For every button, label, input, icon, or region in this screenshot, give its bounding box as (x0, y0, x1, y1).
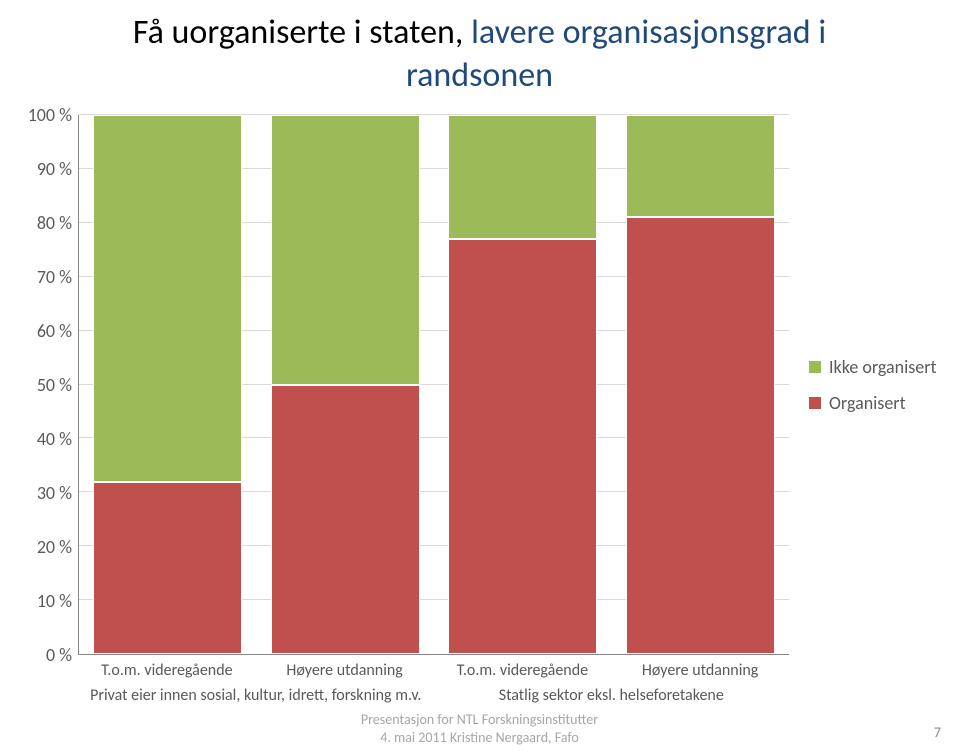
bar-segment-ikke_organisert (448, 115, 597, 239)
legend-swatch (809, 397, 821, 409)
x-axis-labels: T.o.m. videregåendeHøyere utdanningT.o.m… (78, 655, 789, 680)
legend-swatch (809, 361, 821, 373)
y-tick-label: 90 % (37, 158, 72, 180)
y-axis-labels: 0 %10 %20 %30 %40 %50 %60 %70 %80 %90 %1… (20, 115, 78, 655)
bar-segment-organisert (626, 217, 775, 654)
plot-area (78, 115, 789, 655)
x-tick-label: T.o.m. videregående (434, 655, 612, 680)
bar-column (257, 115, 435, 654)
x-group-label: Statlig sektor eksl. helseforetakene (434, 686, 790, 706)
legend-label: Ikke organisert (829, 356, 937, 378)
bar-segment-organisert (271, 385, 420, 655)
y-tick-label: 100 % (28, 104, 72, 126)
slide-title: Få uorganiserte i staten, lavere organis… (20, 12, 939, 97)
y-tick-label: 10 % (37, 590, 72, 612)
stacked-bar (93, 115, 242, 654)
footer: Presentasjon for NTL Forskningsinstitutt… (0, 711, 959, 747)
bar-segment-ikke_organisert (271, 115, 420, 385)
stacked-bar (271, 115, 420, 654)
bar-segment-ikke_organisert (93, 115, 242, 482)
y-tick-label: 20 % (37, 536, 72, 558)
bar-segment-organisert (93, 482, 242, 654)
bar-column (612, 115, 790, 654)
stacked-bar (448, 115, 597, 654)
y-tick-label: 30 % (37, 482, 72, 504)
legend-label: Organisert (829, 392, 906, 414)
legend-item-organisert: Organisert (809, 392, 939, 414)
x-tick-label: Høyere utdanning (611, 655, 789, 680)
y-tick-label: 70 % (37, 266, 72, 288)
bar-segment-ikke_organisert (626, 115, 775, 217)
legend-item-ikke_organisert: Ikke organisert (809, 356, 939, 378)
y-tick-label: 40 % (37, 428, 72, 450)
title-part3: randsonen (20, 55, 939, 98)
y-tick-label: 50 % (37, 374, 72, 396)
footer-line1: Presentasjon for NTL Forskningsinstitutt… (0, 711, 959, 729)
page-number: 7 (934, 724, 941, 741)
x-axis-groups: Privat eier innen sosial, kultur, idrett… (78, 686, 789, 706)
y-tick-label: 60 % (37, 320, 72, 342)
footer-line2: 4. mai 2011 Kristine Nergaard, Fafo (0, 729, 959, 747)
x-tick-label: Høyere utdanning (256, 655, 434, 680)
chart: 0 %10 %20 %30 %40 %50 %60 %70 %80 %90 %1… (20, 115, 939, 655)
legend: Ikke organisert Organisert (789, 115, 939, 655)
bars-container (79, 115, 789, 654)
stacked-bar (626, 115, 775, 654)
x-tick-label: T.o.m. videregående (78, 655, 256, 680)
bar-column (79, 115, 257, 654)
x-group-label: Privat eier innen sosial, kultur, idrett… (78, 686, 434, 706)
y-tick-label: 0 % (46, 644, 72, 666)
title-part2: lavere organisasjonsgrad i (471, 12, 826, 53)
bar-segment-organisert (448, 239, 597, 654)
bar-column (434, 115, 612, 654)
title-part1: Få uorganiserte i staten, (133, 12, 471, 53)
y-tick-label: 80 % (37, 212, 72, 234)
